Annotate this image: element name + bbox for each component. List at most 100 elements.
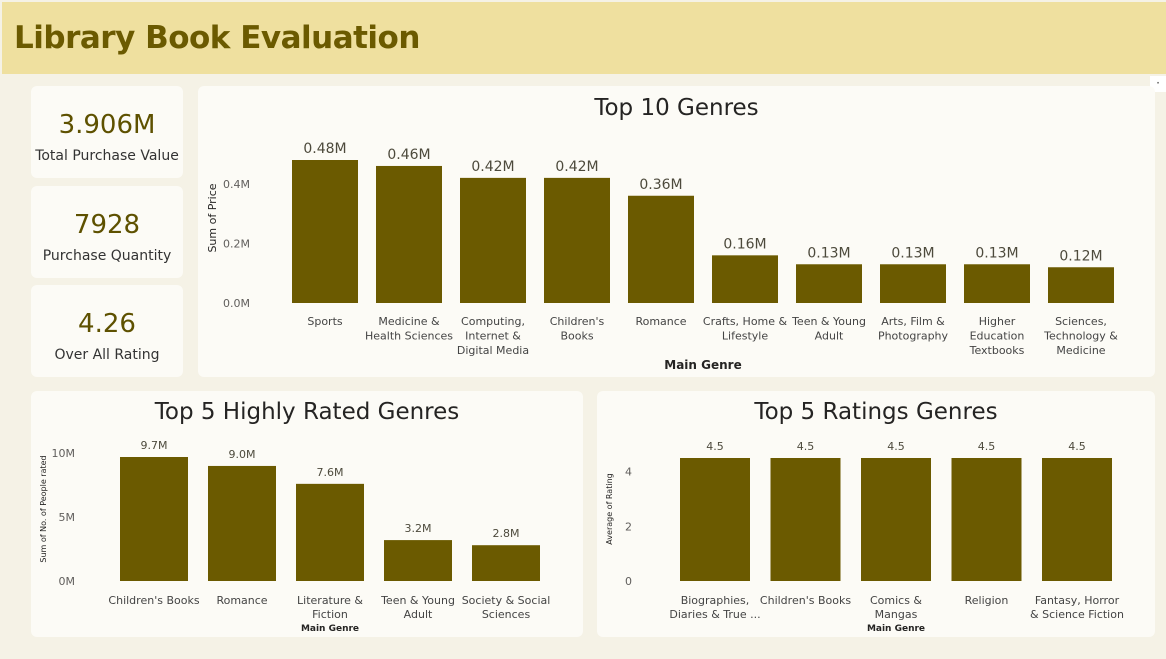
x-tick-label-line: Lifestyle [722, 330, 768, 343]
x-tick-label-line: Digital Media [457, 344, 529, 357]
x-tick-label: Children's Books [550, 315, 605, 343]
x-tick-label-line: Fantasy, Horror [1035, 594, 1120, 607]
x-tick-label-line: Society & Social [462, 594, 551, 607]
x-tick-label: Society & Social Sciences [462, 594, 551, 621]
kpi-label: Over All Rating [54, 347, 160, 363]
kpi-card-purchase-quantity: 7928 Purchase Quantity [31, 186, 183, 278]
data-label: 4.5 [978, 440, 996, 453]
data-label: 0.36M [639, 177, 682, 193]
bar [460, 177, 526, 303]
data-label: 4.5 [797, 440, 815, 453]
bar [384, 540, 452, 581]
x-tick-label-line: Internet & [465, 330, 521, 343]
x-tick-label-line: Teen & Young [380, 594, 455, 607]
bar [951, 458, 1022, 581]
x-tick-label: Teen & Young Adult [380, 594, 455, 621]
data-label: 0.42M [471, 159, 514, 175]
data-label: 0.13M [807, 245, 850, 261]
data-label: 0.16M [723, 236, 766, 252]
x-tick-label-line: Comics & [870, 594, 922, 607]
x-tick-label-line: Computing, [461, 315, 525, 328]
data-label: 2.8M [493, 527, 520, 540]
bar [680, 458, 750, 581]
x-tick-label-line: Education [970, 330, 1025, 343]
bar [544, 177, 610, 303]
x-tick-label-line: Medicine & [378, 315, 440, 328]
data-label: 4.5 [887, 440, 905, 453]
x-tick-label: Medicine & Health Sciences [365, 315, 453, 343]
x-tick-label-line: Medicine [1056, 344, 1105, 357]
header-bar: Library Book Evaluation [2, 2, 1166, 74]
data-label: 0.46M [387, 147, 430, 163]
x-tick-label: Crafts, Home & Lifestyle [703, 315, 788, 343]
x-tick-label-line: Biographies, [681, 594, 750, 607]
data-label: 0.12M [1059, 248, 1102, 264]
x-tick-label-line: Higher [979, 315, 1016, 328]
bar-chart-top-10-genres: Sum of Price 0.0M 0.2M 0.4M 0.48M Sports 0.46M… [206, 141, 1118, 372]
x-tick-label: Sciences, Technology & Medicine [1043, 315, 1118, 357]
data-label: 0.13M [975, 245, 1018, 261]
bar [120, 457, 188, 581]
data-label: 4.5 [1068, 440, 1086, 453]
bar [296, 483, 364, 581]
y-tick-label: 0.0M [223, 297, 250, 310]
chart-card-top-5-ratings: Top 5 Ratings Genres Average of Rating 0 2… [597, 391, 1155, 637]
bar [376, 165, 442, 303]
bar-chart-top-5-highly-rated: Sum of No. of People rated 0M 5M 10M 9.7M Chi… [39, 439, 551, 634]
y-tick-label: 5M [59, 511, 76, 524]
bar [292, 160, 358, 303]
x-tick-label-line: Diaries & True ... [669, 608, 760, 621]
y-axis-label: Sum of Price [206, 183, 219, 252]
kpi-value: 4.26 [78, 309, 136, 339]
data-label: 7.6M [317, 466, 344, 479]
chart-title: Top 5 Highly Rated Genres [154, 399, 460, 425]
x-tick-label-line: Children's Books [108, 594, 199, 607]
bar [208, 465, 276, 581]
x-tick-label-line: Sports [307, 315, 343, 328]
x-tick-label-line: Literature & [297, 594, 363, 607]
x-tick-label: Arts, Film & Photography [878, 315, 949, 343]
data-label: 3.2M [405, 522, 432, 535]
x-tick-label: Computing, Internet & Digital Media [457, 315, 529, 357]
x-tick-label-line: Romance [216, 594, 267, 607]
kpi-value: 7928 [73, 210, 141, 240]
chart-card-top-5-highly-rated: Top 5 Highly Rated Genres Sum of No. of … [31, 391, 583, 637]
x-tick-label-line: Books [560, 330, 593, 343]
kpi-card-overall-rating: 4.26 Over All Rating [31, 285, 183, 377]
data-label: 4.5 [706, 440, 724, 453]
x-tick-label-line: Teen & Young [791, 315, 866, 328]
x-tick-label: Higher Education Textbooks [969, 315, 1025, 357]
data-label: 9.0M [229, 448, 256, 461]
bar [1048, 267, 1114, 303]
bar [472, 545, 540, 581]
data-label: 9.7M [141, 439, 168, 452]
x-tick-label-line: Sciences [482, 608, 531, 621]
y-tick-label: 0 [625, 575, 632, 588]
x-tick-label: Romance [216, 594, 267, 607]
y-tick-label: 2 [625, 520, 632, 533]
bar [964, 264, 1030, 303]
x-tick-label: Children's Books [108, 594, 199, 607]
x-tick-label-line: Crafts, Home & [703, 315, 788, 328]
x-tick-label-line: Children's Books [760, 594, 851, 607]
x-tick-label: Sports [307, 315, 343, 328]
x-tick-label: Biographies, Diaries & True ... [669, 594, 760, 621]
bar [770, 458, 841, 581]
x-tick-label-line: Technology & [1043, 330, 1118, 343]
kpi-card-total-purchase-value: 3.906M Total Purchase Value [31, 86, 183, 178]
x-tick-label-line: Romance [635, 315, 686, 328]
x-tick-label-line: Adult [404, 608, 433, 621]
data-label: 0.42M [555, 159, 598, 175]
x-axis-label: Main Genre [664, 358, 741, 372]
x-tick-label-line: Fiction [312, 608, 348, 621]
bar [1042, 458, 1112, 581]
x-tick-label-line: & Science Fiction [1030, 608, 1124, 621]
y-axis-label: Average of Rating [605, 473, 614, 544]
bar [712, 255, 778, 303]
x-axis-label: Main Genre [867, 624, 925, 634]
y-tick-label: 0.4M [223, 178, 250, 191]
x-tick-label: Teen & Young Adult [791, 315, 866, 343]
x-tick-label: Literature & Fiction [297, 594, 363, 621]
x-tick-label: Fantasy, Horror & Science Fiction [1030, 594, 1124, 621]
x-tick-label: Children's Books [760, 594, 851, 607]
